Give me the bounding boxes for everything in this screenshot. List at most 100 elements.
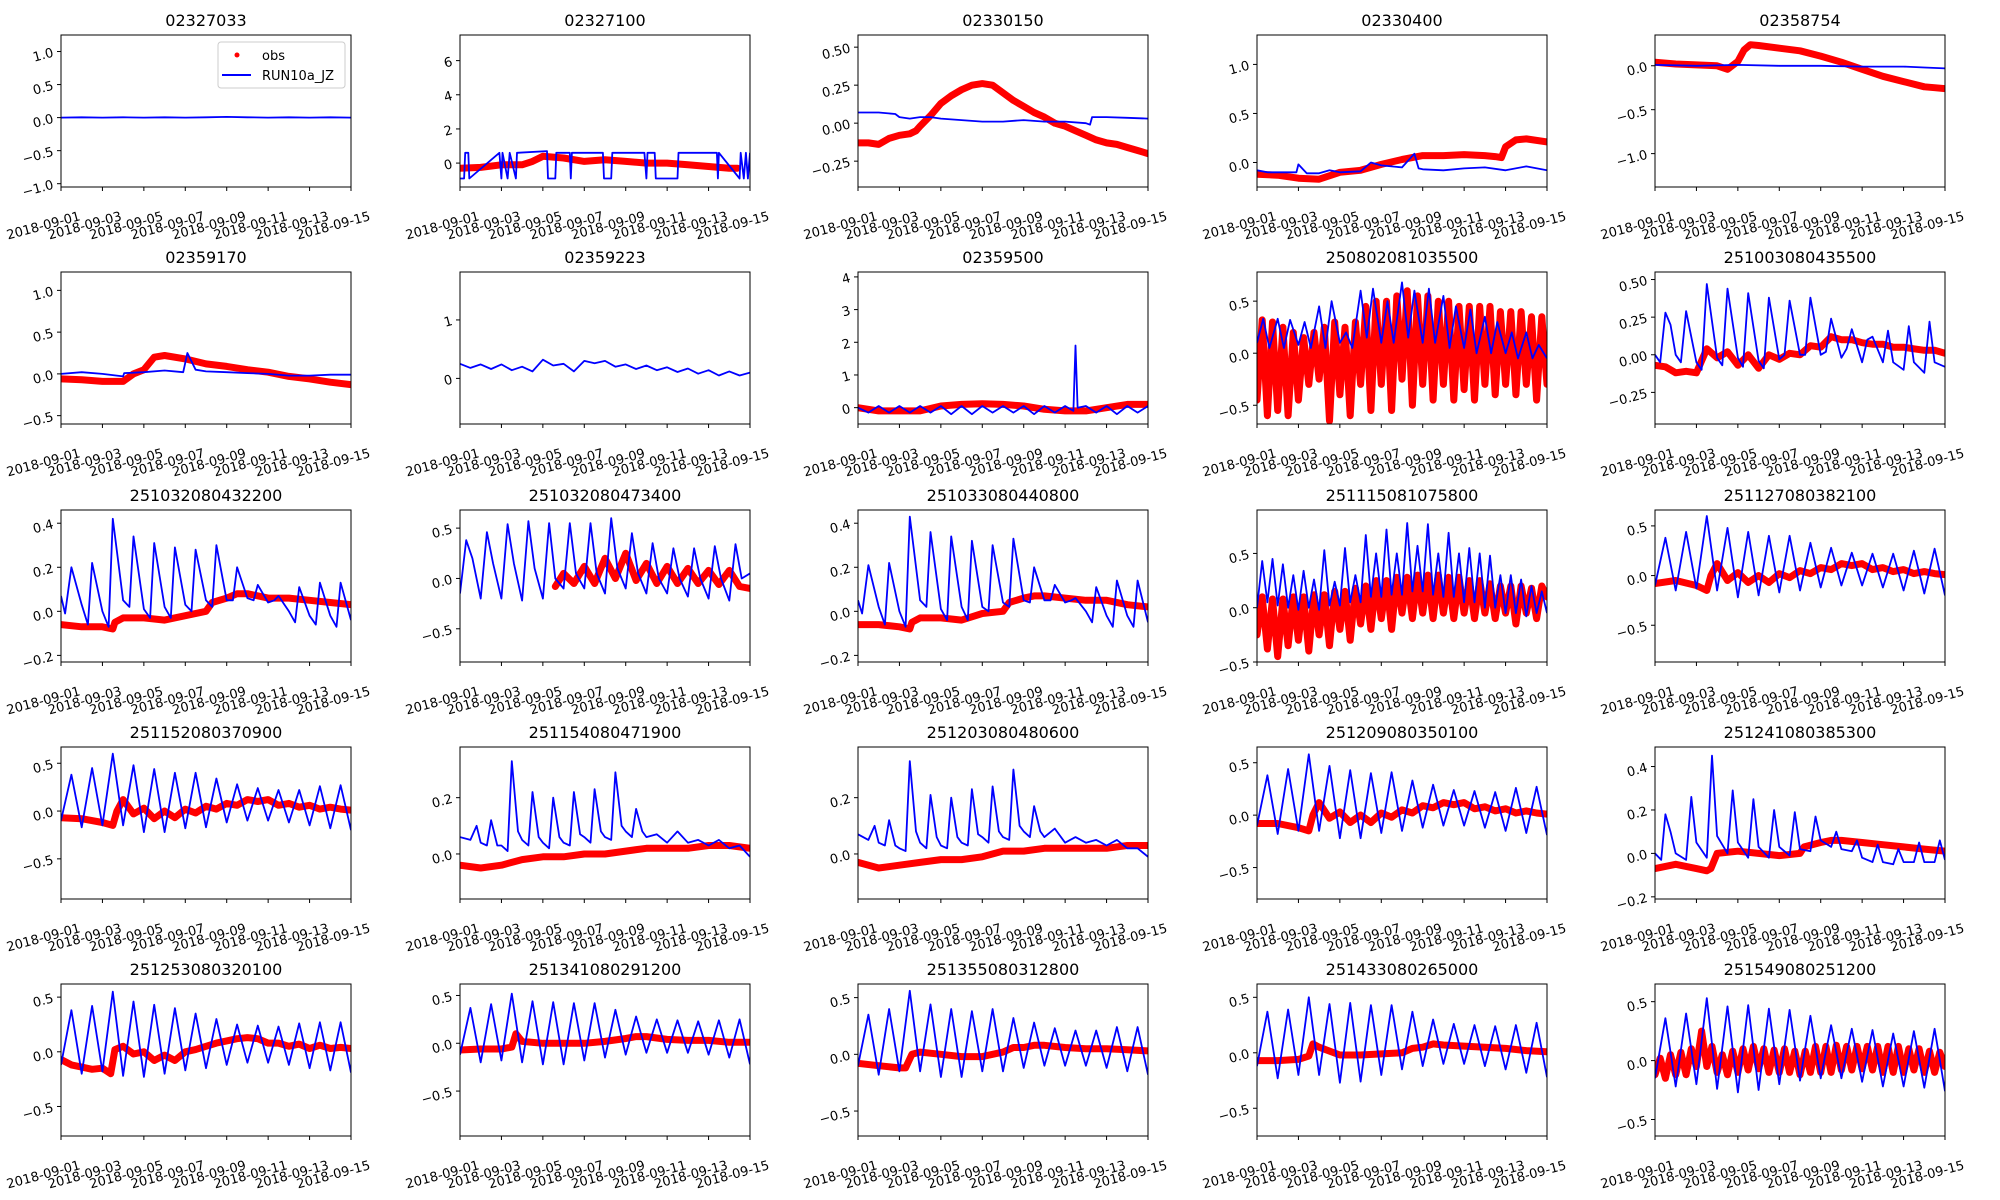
subplot-251203080480600: 2512030804806000.00.22018-09-012018-09-0… [802,723,1169,955]
y-tick-label: 0.0 [828,606,852,626]
y-tick-label: −1.0 [1615,148,1649,171]
y-tick-label: 1 [840,369,852,386]
y-tick-label: 0.2 [31,561,55,581]
legend-obs-label: obs [262,49,285,64]
y-tick-label: −0.5 [1217,399,1251,422]
axes-frame [1256,509,1548,663]
subplot-251241080385300: 251241080385300−0.20.00.20.42018-09-0120… [1599,723,1966,955]
model-series [1257,152,1547,175]
subplot-title: 251253080320100 [130,960,283,979]
y-tick-label: −0.2 [1615,891,1649,914]
y-tick-label: 0.0 [31,1046,55,1066]
subplot-02359223: 02359223012018-09-012018-09-032018-09-05… [404,248,771,480]
obs-series [1257,571,1547,661]
subplot-251032080473400: 251032080473400−0.50.00.52018-09-012018-… [404,486,771,718]
y-tick-label: −0.25 [1607,387,1649,412]
subplot-title: 251003080435500 [1724,248,1877,267]
axes-frame [1654,34,1946,188]
axes-frame [857,983,1149,1137]
obs-series [1655,836,1945,875]
axes-frame [857,509,1149,663]
subplot-251433080265000: 251433080265000−0.50.00.52018-09-012018-… [1201,960,1568,1192]
y-tick-label: 0.2 [828,561,852,581]
y-tick-label: 0.00 [820,117,852,139]
y-tick-label: 0.0 [430,573,454,593]
y-tick-label: 0.0 [31,368,55,388]
subplot-251003080435500: 251003080435500−0.250.000.250.502018-09-… [1599,248,1966,480]
axes-frame [1256,746,1548,900]
model-series [460,992,750,1066]
subplot-251152080370900: 251152080370900−0.50.00.52018-09-012018-… [5,723,372,955]
y-tick-label: 2 [442,123,454,140]
y-tick-label: 0.5 [1227,108,1251,128]
model-series [1257,281,1547,360]
subplot-title: 02359170 [165,248,246,267]
subplot-251032080432200: 251032080432200−0.20.00.20.42018-09-0120… [5,486,372,718]
subplot-title: 251209080350100 [1326,723,1479,742]
obs-series [858,592,1148,633]
y-tick-label: 0.0 [1227,1047,1251,1067]
model-series [460,358,750,377]
subplot-title: 02327033 [165,11,246,30]
legend-box [217,41,346,89]
y-tick-label: 0.50 [820,41,852,63]
subplot-title: 251115081075800 [1326,486,1479,505]
y-tick-label: −0.5 [21,410,55,433]
axes-frame [459,271,751,425]
model-series [61,352,351,378]
legend-obs-marker [234,52,240,58]
obs-series [1257,287,1547,424]
subplot-title: 251355080312800 [927,960,1080,979]
y-tick-label: 0.0 [31,805,55,825]
y-tick-label: 0.5 [828,992,852,1012]
axes-frame [1256,983,1548,1137]
y-tick-label: 0.0 [1625,570,1649,590]
y-tick-label: −0.5 [1615,1114,1649,1137]
y-tick-label: 2 [840,336,852,353]
obs-series [858,80,1148,158]
y-tick-label: −0.5 [420,1085,454,1108]
subplot-title: 251127080382100 [1724,486,1877,505]
y-tick-label: 4 [442,89,454,106]
subplot-02330400: 023304000.00.51.02018-09-012018-09-03201… [1201,11,1568,243]
subplot-title: 02327100 [564,11,645,30]
y-tick-label: 0.25 [1617,311,1649,333]
y-tick-label: 1 [442,314,454,331]
y-tick-label: 0.0 [430,848,454,868]
subplot-title: 251033080440800 [927,486,1080,505]
subplot-title: 251241080385300 [1724,723,1877,742]
model-series [858,760,1148,858]
model-series [1257,996,1547,1084]
obs-series [61,590,351,633]
obs-series [61,1034,351,1078]
model-series [61,990,351,1078]
model-series [858,989,1148,1078]
y-tick-label: 0.0 [1625,60,1649,80]
subplot-02358754: 02358754−1.0−0.50.02018-09-012018-09-032… [1599,11,1966,243]
y-tick-label: −0.5 [818,1105,852,1128]
y-tick-label: 0.50 [1617,274,1649,296]
model-series [460,760,750,858]
y-tick-label: 0.0 [1227,809,1251,829]
subplot-02359170: 02359170−0.50.00.51.02018-09-012018-09-0… [5,248,372,480]
subplot-250802081035500: 250802081035500−0.50.00.52018-09-012018-… [1201,248,1568,480]
obs-series [1257,1040,1547,1065]
subplot-251127080382100: 251127080382100−0.50.00.52018-09-012018-… [1599,486,1966,718]
y-tick-label: 4 [840,271,852,288]
y-tick-label: 0.5 [1227,548,1251,568]
subplot-title: 02358754 [1759,11,1840,30]
axes-frame [60,746,352,900]
y-tick-label: 0.0 [1227,157,1251,177]
model-series [1257,753,1547,840]
subplot-251209080350100: 251209080350100−0.50.00.52018-09-012018-… [1201,723,1568,955]
subplot-title: 02359500 [962,248,1043,267]
model-series [858,344,1148,416]
y-tick-label: 1.0 [1227,59,1251,79]
y-tick-label: −0.5 [1217,862,1251,885]
y-tick-label: 1.0 [31,46,55,66]
model-series [1655,515,1945,599]
subplot-02327100: 0232710002462018-09-012018-09-032018-09-… [404,11,771,243]
subplot-title: 250802081035500 [1326,248,1479,267]
y-tick-label: 0.5 [430,522,454,542]
y-tick-label: −0.5 [1217,656,1251,679]
